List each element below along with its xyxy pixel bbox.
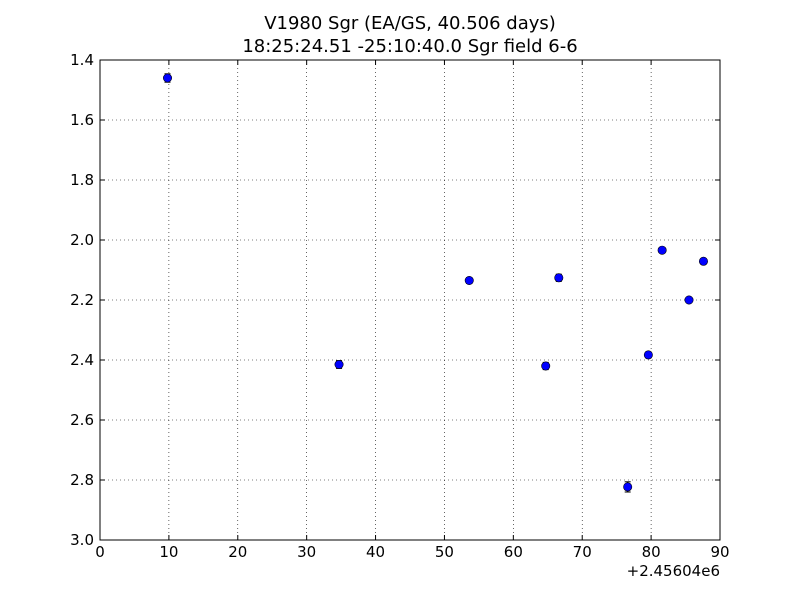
x-tick-label: 60 <box>504 543 523 561</box>
data-point <box>334 359 344 369</box>
plot-frame <box>99 59 721 541</box>
point-marker <box>554 273 564 283</box>
x-tick-label: 30 <box>297 543 316 561</box>
point-marker <box>334 359 344 369</box>
point-marker <box>698 256 708 266</box>
x-tick-label: 90 <box>710 543 729 561</box>
data-point <box>541 361 551 371</box>
y-tick-label: 2.0 <box>70 231 94 249</box>
x-tick-label: 10 <box>159 543 178 561</box>
x-tick-labels: 0 10 20 30 40 50 60 70 80 90 <box>95 543 729 561</box>
x-tick-label: 80 <box>642 543 661 561</box>
data-point <box>643 350 653 360</box>
point-marker <box>541 361 551 371</box>
data-point <box>554 273 564 283</box>
y-tick-labels: 1.4 1.6 1.8 2.0 2.2 2.4 2.6 2.8 3.0 <box>70 51 94 549</box>
x-tick-label: 50 <box>435 543 454 561</box>
data-points <box>163 73 708 493</box>
data-point <box>623 481 633 493</box>
y-tick-label: 2.2 <box>70 291 94 309</box>
y-tick-label: 1.4 <box>70 51 94 69</box>
data-point <box>698 256 708 266</box>
x-tick-label: 40 <box>366 543 385 561</box>
grid <box>100 60 720 540</box>
x-tick-label: 0 <box>95 543 105 561</box>
y-tick-label: 2.4 <box>70 351 94 369</box>
data-point <box>464 275 474 285</box>
chart-subtitle: 18:25:24.51 -25:10:40.0 Sgr field 6-6 <box>242 36 577 57</box>
y-tick-label: 2.6 <box>70 411 94 429</box>
point-marker <box>643 350 653 360</box>
y-tick-label: 2.8 <box>70 471 94 489</box>
y-tick-label: 1.6 <box>70 111 94 129</box>
y-tick-label: 1.8 <box>70 171 94 189</box>
x-offset-label: +2.45604e6 <box>627 562 720 580</box>
x-tick-label: 70 <box>573 543 592 561</box>
point-marker <box>684 295 694 305</box>
point-marker <box>464 275 474 285</box>
point-marker <box>657 245 667 255</box>
data-point <box>684 295 694 305</box>
chart-title: V1980 Sgr (EA/GS, 40.506 days) <box>264 13 556 34</box>
x-tick-label: 20 <box>228 543 247 561</box>
data-point <box>163 73 173 83</box>
data-point <box>657 245 667 255</box>
point-marker <box>163 73 173 83</box>
y-tick-label: 3.0 <box>70 531 94 549</box>
point-marker <box>623 482 633 492</box>
